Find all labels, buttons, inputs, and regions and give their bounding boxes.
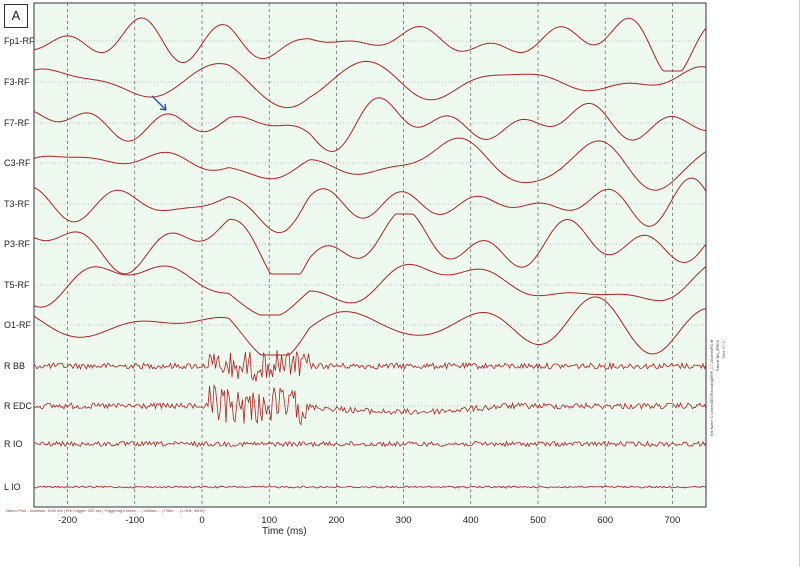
channel-label: Fp1-RF: [4, 36, 35, 46]
trace-c3-rf: [33, 137, 707, 191]
trace-r-bb: [33, 350, 707, 382]
x-tick-label: 100: [261, 515, 278, 526]
trace-r-io: [33, 440, 707, 448]
trace-p3-rf: [33, 213, 707, 275]
side-info-line: File Name: C:\Users\EEG\Recording\ERP_1.…: [710, 340, 714, 436]
channel-label: C3-RF: [4, 158, 31, 168]
x-tick-label: 600: [597, 515, 614, 526]
x-tick-label: 300: [395, 515, 412, 526]
x-tick-label: -200: [58, 515, 78, 526]
x-tick-label: -100: [125, 515, 145, 526]
trace-fp1-rf: [33, 17, 707, 72]
channel-label: R IO: [4, 439, 23, 449]
trace-l-io: [33, 485, 707, 489]
side-info: File Name: C:\Users\EEG\Recording\ERP_1.…: [710, 340, 750, 510]
trace-r-edc: [33, 383, 707, 426]
footer-text: Neuro Prsn - Duration: 1000 ms | Pre-Tri…: [6, 508, 205, 513]
x-axis-label: Time (ms): [262, 526, 307, 537]
channel-label: F3-RF: [4, 77, 30, 87]
channel-label: P3-RF: [4, 239, 31, 249]
x-tick-label: 500: [530, 515, 546, 526]
channel-label: R BB: [4, 361, 26, 371]
channel-label: T3-RF: [4, 199, 30, 209]
x-tick-label: 0: [199, 515, 205, 526]
channel-label: O1-RF: [4, 320, 31, 330]
trace-t3-rf: [33, 177, 707, 234]
x-tick-label: 200: [328, 515, 345, 526]
channel-label: L IO: [4, 482, 21, 492]
side-info-line: Time: 07:17: [722, 340, 726, 359]
x-tick-label: 700: [664, 515, 681, 526]
trace-o1-rf: [33, 296, 707, 356]
pointer-arrow-icon: [151, 95, 167, 111]
channel-label: R EDC: [4, 401, 33, 411]
channel-label: T5-RF: [4, 280, 30, 290]
trace-t5-rf: [33, 263, 707, 316]
trace-f7-rf: [33, 97, 707, 152]
panel-letter: A: [4, 4, 28, 28]
side-info-line: Patient: NN_JERKS: [716, 340, 720, 372]
channel-label: F7-RF: [4, 118, 30, 128]
x-tick-label: 400: [462, 515, 479, 526]
trace-f3-rf: [33, 60, 707, 109]
